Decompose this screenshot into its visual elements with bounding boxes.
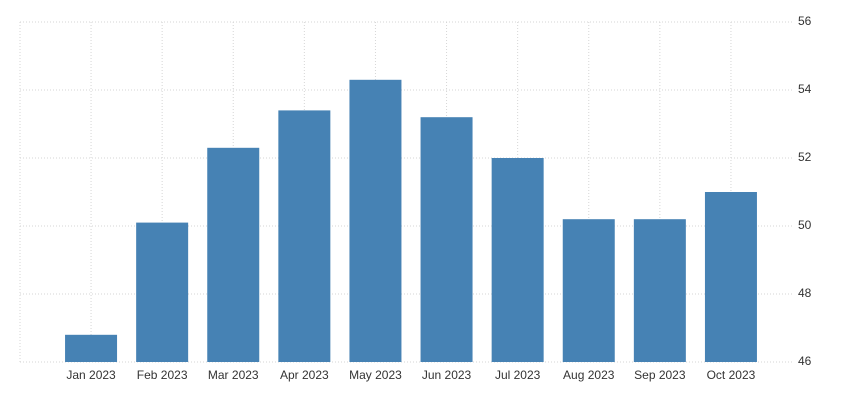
x-tick-label: Mar 2023 — [208, 368, 259, 382]
y-tick-label: 52 — [798, 150, 812, 164]
x-tick-label: Aug 2023 — [563, 368, 615, 382]
y-tick-label: 48 — [798, 286, 812, 300]
bar — [349, 79, 402, 363]
x-tick-label: Apr 2023 — [280, 368, 329, 382]
x-tick-label: Jan 2023 — [66, 368, 116, 382]
bar — [420, 117, 473, 362]
bar — [562, 219, 615, 362]
bar — [65, 334, 118, 362]
x-tick-label: Oct 2023 — [707, 368, 756, 382]
x-tick-label: Jul 2023 — [495, 368, 541, 382]
bar — [491, 158, 544, 362]
y-tick-label: 46 — [798, 354, 812, 368]
x-tick-label: May 2023 — [349, 368, 402, 382]
bar — [207, 147, 260, 362]
bar — [704, 192, 757, 362]
x-tick-label: Sep 2023 — [634, 368, 686, 382]
bar — [278, 110, 331, 363]
x-tick-label: Feb 2023 — [137, 368, 188, 382]
y-tick-label: 50 — [798, 218, 812, 232]
bar — [633, 219, 686, 362]
y-tick-label: 56 — [798, 14, 812, 28]
bar — [136, 222, 189, 362]
y-tick-label: 54 — [798, 82, 812, 96]
x-tick-label: Jun 2023 — [422, 368, 472, 382]
